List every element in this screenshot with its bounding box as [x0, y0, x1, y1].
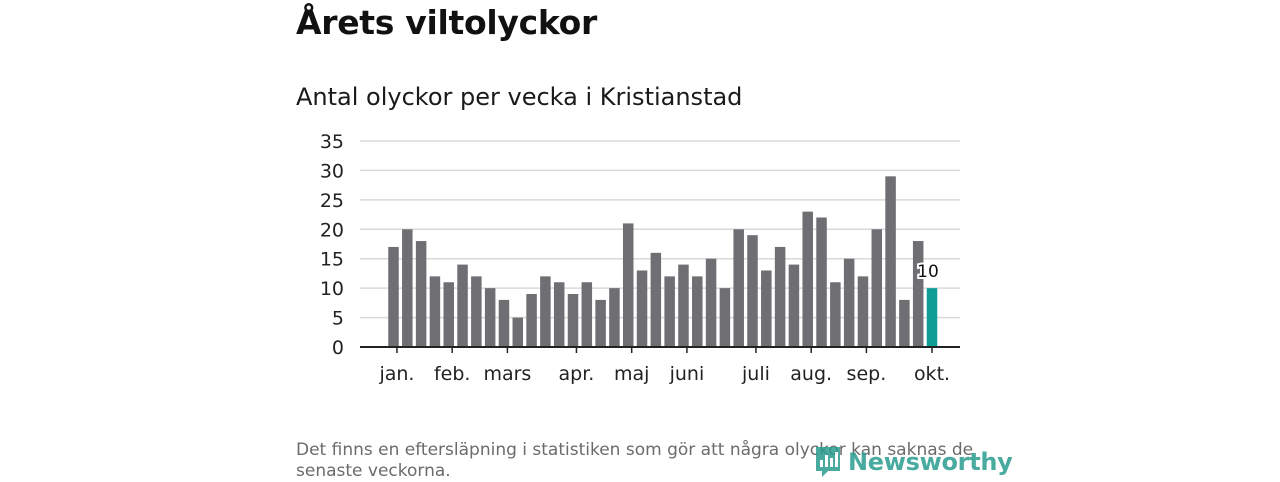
bars — [388, 176, 938, 347]
bar — [747, 235, 758, 347]
bar — [595, 299, 606, 347]
data-labels: 10 — [915, 260, 941, 284]
x-tick-label: aug. — [790, 363, 832, 385]
x-tick-label: apr. — [559, 363, 595, 385]
bar — [788, 264, 800, 347]
bar — [484, 288, 496, 347]
bar — [471, 276, 482, 347]
bar — [899, 299, 910, 347]
bar — [388, 246, 399, 347]
chart-subtitle: Antal olyckor per vecka i Kristianstad — [296, 83, 743, 111]
y-tick-label: 15 — [320, 249, 344, 271]
bar — [540, 276, 551, 347]
x-axis: jan. feb. mars apr. maj juni juli aug. sep. okt. — [360, 346, 960, 385]
bar — [457, 264, 468, 347]
x-tick-label: okt. — [914, 363, 950, 385]
x-tick-label: sep. — [847, 363, 887, 385]
bar — [650, 252, 662, 347]
bar — [443, 282, 454, 347]
bar — [719, 288, 731, 347]
bar — [885, 176, 896, 347]
bar — [567, 294, 579, 347]
y-tick-label: 10 — [320, 278, 344, 300]
x-tick-label: feb. — [434, 363, 470, 385]
bar — [429, 276, 441, 347]
bar — [843, 258, 855, 347]
y-tick-label: 25 — [320, 190, 344, 212]
footnote: Det finns en eftersläpning i statistiken… — [296, 440, 974, 481]
bar — [816, 217, 827, 347]
bar — [581, 282, 593, 347]
x-tick-label: juli — [741, 363, 770, 385]
y-tick-label: 30 — [320, 160, 344, 182]
bar — [512, 317, 524, 347]
bar — [622, 223, 634, 347]
x-tick-label: maj — [614, 363, 649, 385]
bar — [609, 288, 620, 347]
bar — [871, 229, 883, 347]
bar — [415, 241, 427, 347]
brand-name: Newsworthy — [848, 448, 1013, 476]
newsworthy-logo-icon — [816, 447, 840, 477]
bar — [664, 276, 675, 347]
y-tick-label: 0 — [332, 337, 344, 359]
y-axis: 0 5 10 15 20 25 30 35 — [320, 131, 344, 359]
bar — [830, 282, 841, 347]
y-tick-label: 5 — [332, 308, 344, 330]
bar — [526, 294, 537, 347]
bar — [678, 264, 689, 347]
bar — [857, 276, 869, 347]
bar — [553, 282, 565, 347]
y-tick-label: 20 — [320, 219, 344, 241]
bar — [498, 299, 510, 347]
bar — [761, 270, 772, 347]
x-tick-label: mars — [483, 363, 531, 385]
x-tick-label: jan. — [378, 363, 414, 385]
bar — [912, 241, 924, 347]
bar — [705, 258, 717, 347]
bar-highlight — [926, 288, 938, 347]
bar — [802, 211, 813, 347]
bar — [402, 229, 413, 347]
bar — [733, 229, 744, 347]
highlight-data-label: 10 — [917, 262, 939, 282]
y-tick-label: 35 — [320, 131, 344, 153]
bar — [774, 246, 786, 347]
brand-logo: Newsworthy — [814, 444, 1013, 480]
chart-title: Årets viltolyckor — [296, 3, 597, 42]
x-tick-label: juni — [669, 363, 705, 385]
bar — [636, 270, 648, 347]
bar — [692, 276, 703, 347]
